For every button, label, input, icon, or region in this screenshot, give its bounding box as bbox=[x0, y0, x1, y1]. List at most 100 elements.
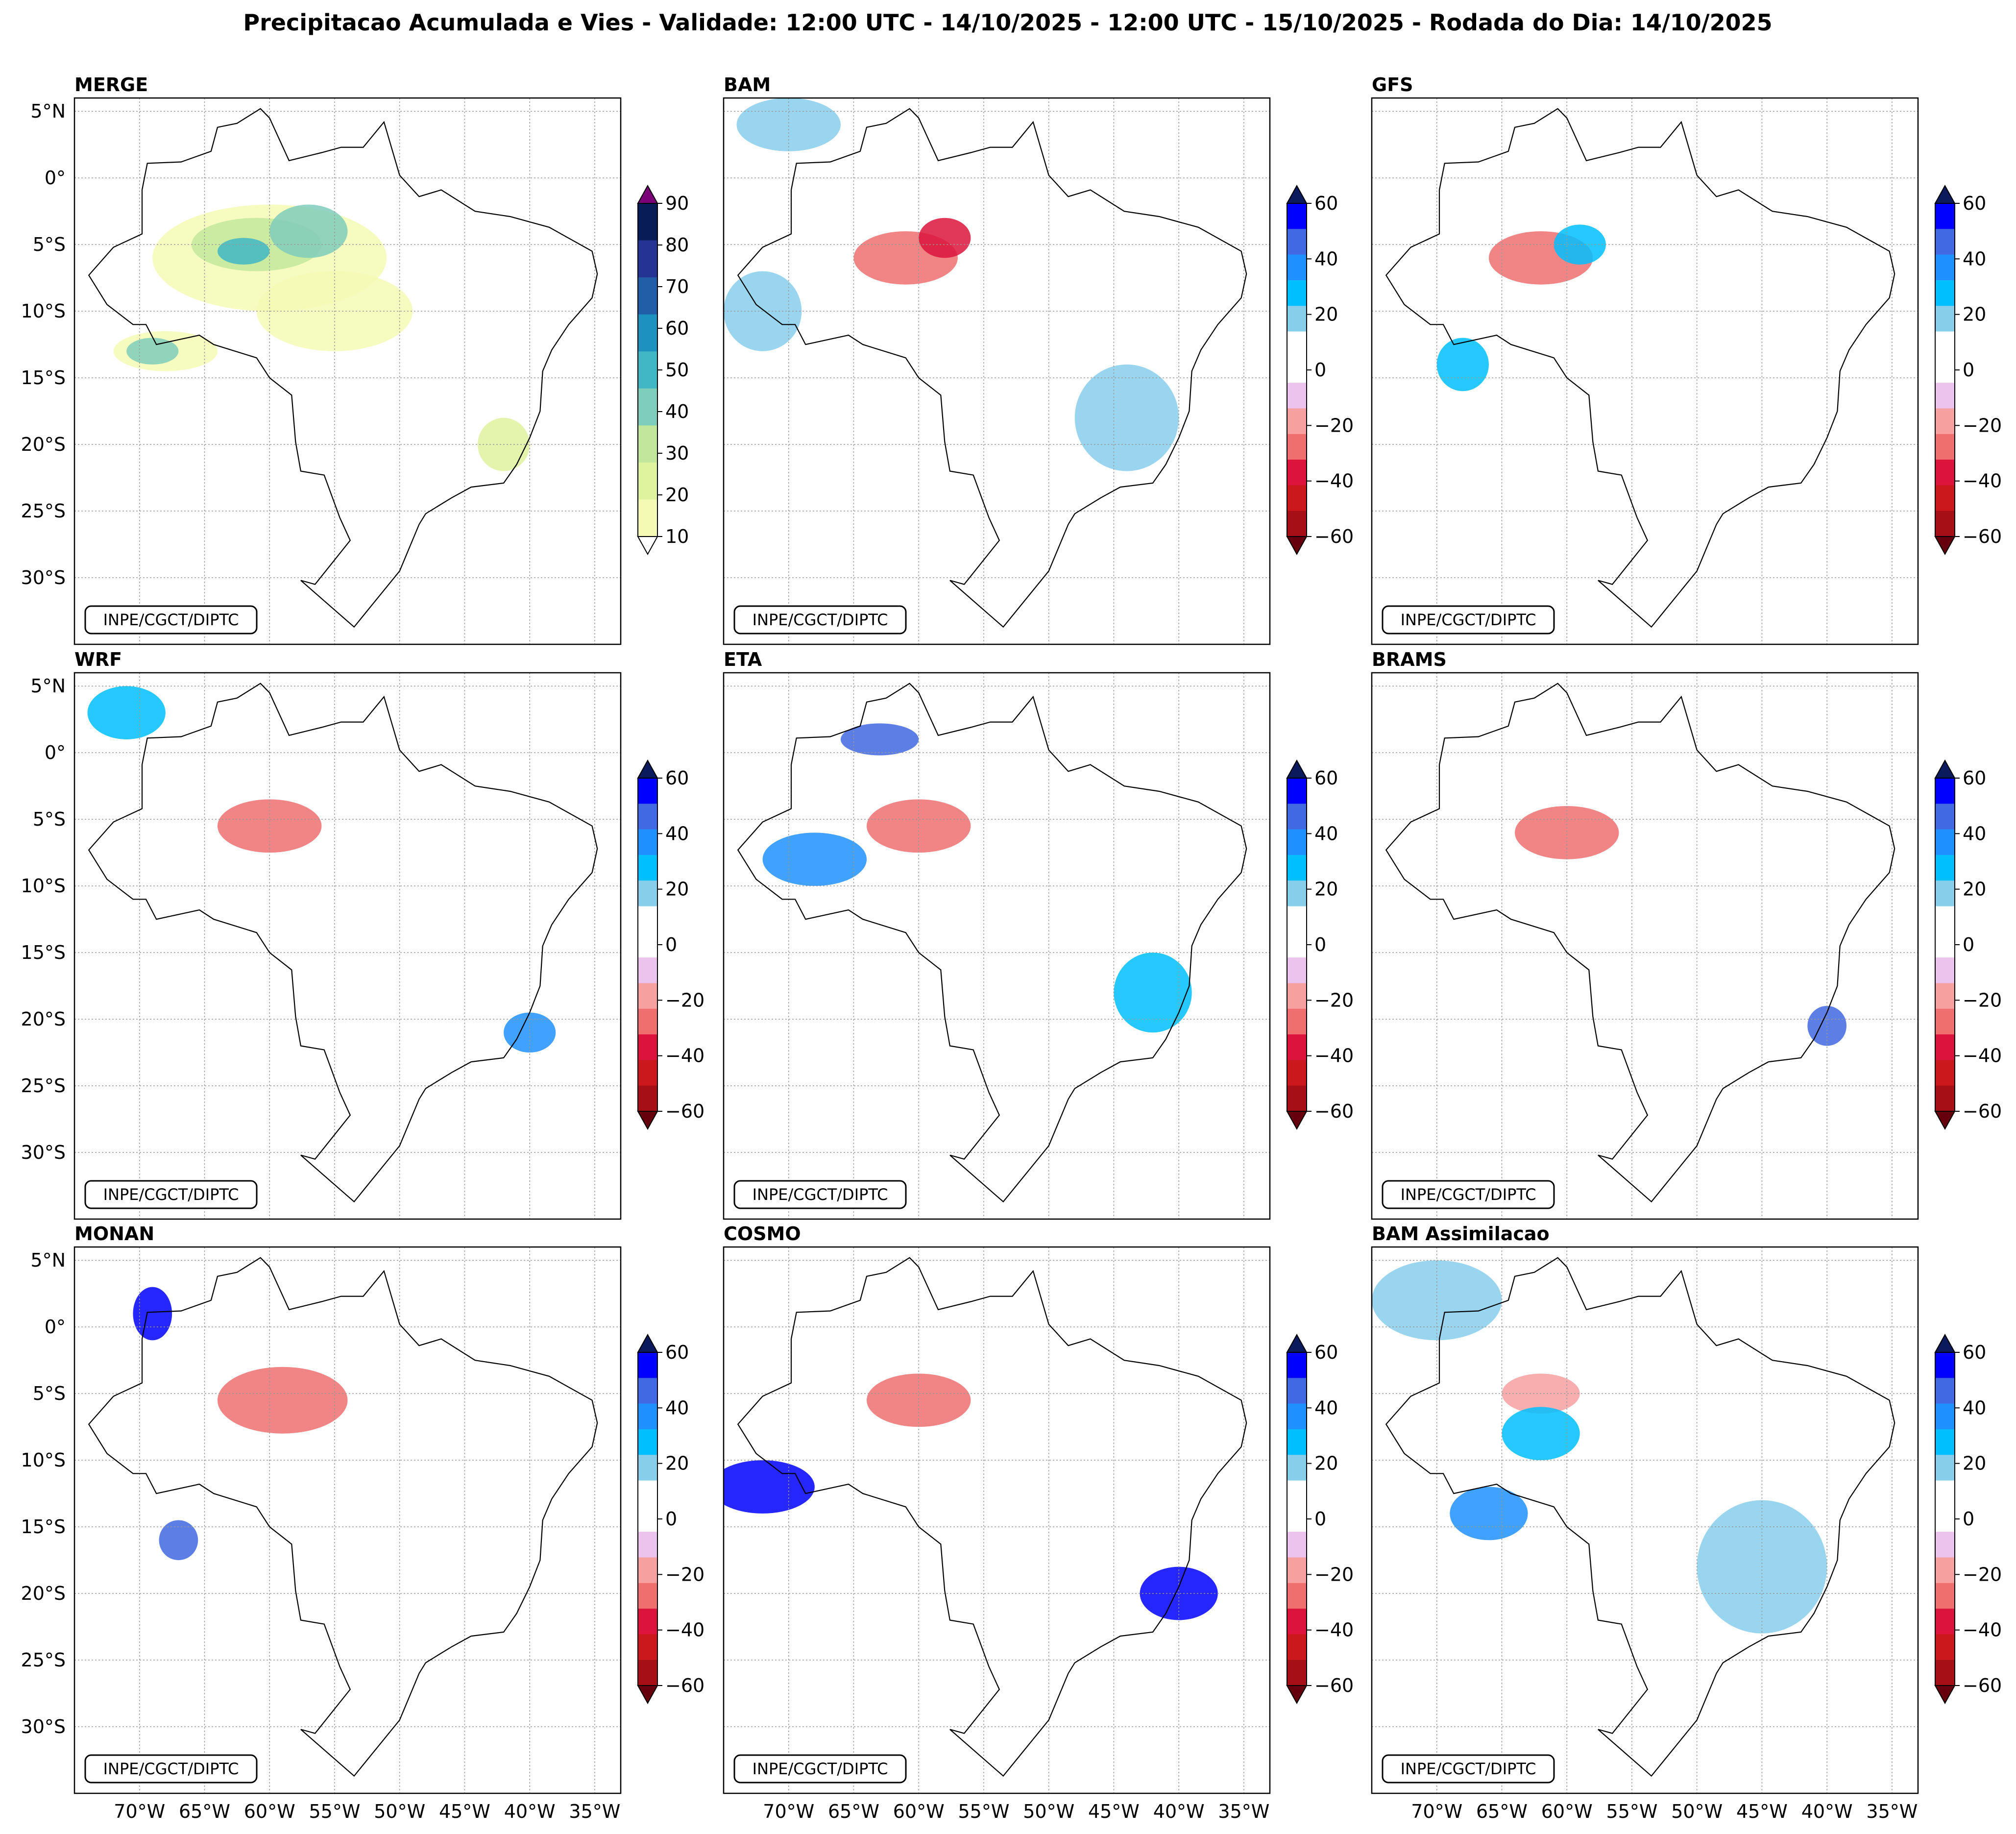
field-blob bbox=[126, 338, 179, 365]
colorbar-segment bbox=[638, 388, 657, 426]
colorbar-segment bbox=[1287, 1455, 1307, 1481]
colorbar-segment bbox=[1935, 1557, 1955, 1584]
colorbar-under-arrow bbox=[1286, 536, 1308, 556]
credit-label: INPE/CGCT/DIPTC bbox=[753, 1185, 888, 1204]
colorbar-tick-label: 40 bbox=[1314, 1397, 1338, 1418]
colorbar-segment bbox=[1287, 460, 1307, 486]
colorbar-tick-label: −20 bbox=[1963, 415, 2002, 436]
credit-label: INPE/CGCT/DIPTC bbox=[1401, 611, 1536, 629]
colorbar-segment bbox=[638, 351, 657, 389]
colorbar-tick-label: 20 bbox=[665, 484, 689, 506]
colorbar-tick-label: 10 bbox=[665, 526, 689, 547]
colorbar: 60 40 20 0 −20 −40 −60 bbox=[1286, 184, 1354, 556]
panel-title: GFS bbox=[1372, 74, 1413, 96]
colorbar-tick-label: 60 bbox=[1314, 767, 1338, 789]
panel-title: BAM bbox=[724, 74, 771, 96]
colorbar-tick-label: −40 bbox=[1314, 470, 1354, 492]
colorbar-segment bbox=[638, 1378, 657, 1404]
map-frame bbox=[1371, 672, 1919, 1220]
colorbar-segment bbox=[1287, 1609, 1307, 1635]
colorbar-segment bbox=[638, 1403, 657, 1430]
field-blob bbox=[1436, 338, 1489, 391]
colorbar: 60 40 20 0 −20 −40 −60 bbox=[637, 759, 704, 1130]
credit-box bbox=[733, 1754, 907, 1784]
lat-tick-label: 20°S bbox=[21, 1008, 66, 1030]
colorbar-segment bbox=[638, 1429, 657, 1455]
colorbar-segment bbox=[638, 1085, 657, 1112]
field-layer bbox=[724, 98, 1179, 471]
field-blob bbox=[867, 1373, 971, 1427]
lat-tick-label: 5°S bbox=[33, 234, 66, 255]
colorbar-over-arrow bbox=[1286, 1333, 1308, 1353]
colorbar-segment bbox=[1935, 1008, 1955, 1035]
colorbar: 60 40 20 0 −20 −40 −60 bbox=[1934, 1333, 2002, 1705]
colorbar-tick-label: 60 bbox=[1963, 193, 1986, 214]
colorbar-segment bbox=[1935, 983, 1955, 1009]
colorbar-segment bbox=[1287, 880, 1307, 907]
colorbar-segment bbox=[1287, 511, 1307, 537]
colorbar-segment bbox=[1935, 1634, 1955, 1661]
lon-tick-label: 50°W bbox=[1671, 1801, 1723, 1822]
map-background bbox=[724, 673, 1270, 1219]
lat-tick-label: 5°N bbox=[30, 100, 66, 122]
colorbar-tick-label: −60 bbox=[1314, 526, 1354, 547]
colorbar-segment bbox=[638, 957, 657, 983]
lat-tick-label: 5°S bbox=[33, 808, 66, 830]
credit-box bbox=[1382, 1754, 1555, 1784]
country-border bbox=[737, 1257, 1247, 1777]
colorbar-segment bbox=[1287, 1403, 1307, 1430]
colorbar-segment bbox=[638, 880, 657, 907]
colorbar-segment bbox=[1287, 1034, 1307, 1060]
field-blob bbox=[159, 1520, 198, 1561]
colorbar-segment bbox=[1287, 1557, 1307, 1584]
field-blob bbox=[218, 238, 270, 265]
panel-monan: MONAN 5°N 0° 5°S 10°S 15°S 20°S 25°S 30°S 70°W 65°… bbox=[21, 1223, 705, 1822]
colorbar-tick-label: 40 bbox=[665, 823, 689, 844]
colorbar-segment bbox=[1935, 1532, 1955, 1558]
colorbar-segment bbox=[1935, 1378, 1955, 1404]
colorbar-segment bbox=[1935, 1060, 1955, 1086]
lon-tick-label: 40°W bbox=[1153, 1801, 1205, 1822]
colorbar-segment bbox=[1287, 229, 1307, 255]
colorbar: 60 40 20 0 −20 −40 −60 bbox=[1934, 184, 2002, 556]
lon-tick-label: 55°W bbox=[1606, 1801, 1657, 1822]
colorbar-tick-label: 60 bbox=[665, 1342, 689, 1363]
panel-merge: MERGE 5°N 0° 5°S 10°S 15°S 20°S 25°S 30°S INPE/CG… bbox=[21, 74, 689, 645]
colorbar-segment bbox=[1287, 1429, 1307, 1455]
credit-label: INPE/CGCT/DIPTC bbox=[1401, 1760, 1536, 1778]
colorbar-segment bbox=[638, 855, 657, 881]
colorbar-tick-label: −60 bbox=[665, 1675, 704, 1696]
colorbar-under-arrow bbox=[1934, 1685, 1956, 1705]
lon-tick-label: 45°W bbox=[1736, 1801, 1788, 1822]
colorbar-segment bbox=[638, 1034, 657, 1060]
lon-tick-label: 55°W bbox=[309, 1801, 360, 1822]
colorbar-segment bbox=[1935, 254, 1955, 281]
colorbar-segment bbox=[1287, 306, 1307, 332]
country-border bbox=[88, 1257, 598, 1777]
panel-gfs: GFS INPE/CGCT/DIPTC 60 40 20 0 −20 −40 −60 bbox=[1371, 74, 2002, 645]
credit-box bbox=[1382, 605, 1555, 635]
lat-tick-label: 5°N bbox=[30, 1249, 66, 1271]
colorbar-tick-label: −40 bbox=[1963, 1045, 2002, 1067]
panel-title: BAM Assimilacao bbox=[1372, 1223, 1550, 1245]
field-blob bbox=[218, 1367, 348, 1434]
map-frame bbox=[723, 97, 1271, 645]
colorbar-segment bbox=[1935, 1480, 1955, 1507]
colorbar-segment bbox=[1287, 1660, 1307, 1686]
field-layer bbox=[1436, 224, 1606, 391]
colorbar-tick-label: 20 bbox=[1314, 304, 1338, 325]
colorbar-tick-label: −60 bbox=[1963, 1100, 2002, 1122]
colorbar: 60 40 20 0 −20 −40 −60 bbox=[1934, 759, 2002, 1130]
colorbar-segment bbox=[638, 804, 657, 830]
colorbar-segment bbox=[1287, 778, 1307, 804]
colorbar-tick-label: 40 bbox=[1963, 1397, 1986, 1418]
panel-title: WRF bbox=[74, 649, 122, 670]
map-background bbox=[724, 1247, 1270, 1793]
colorbar-tick-label: −40 bbox=[1314, 1045, 1354, 1067]
field-layer bbox=[762, 723, 1192, 1033]
colorbar-segment bbox=[638, 1506, 657, 1532]
panel-wrf: WRF 5°N 0° 5°S 10°S 15°S 20°S 25°S 30°S INPE/CGCT… bbox=[21, 649, 704, 1220]
lon-tick-label: 70°W bbox=[763, 1801, 814, 1822]
colorbar-segment bbox=[1935, 880, 1955, 907]
colorbar-tick-label: 40 bbox=[1963, 823, 1986, 844]
